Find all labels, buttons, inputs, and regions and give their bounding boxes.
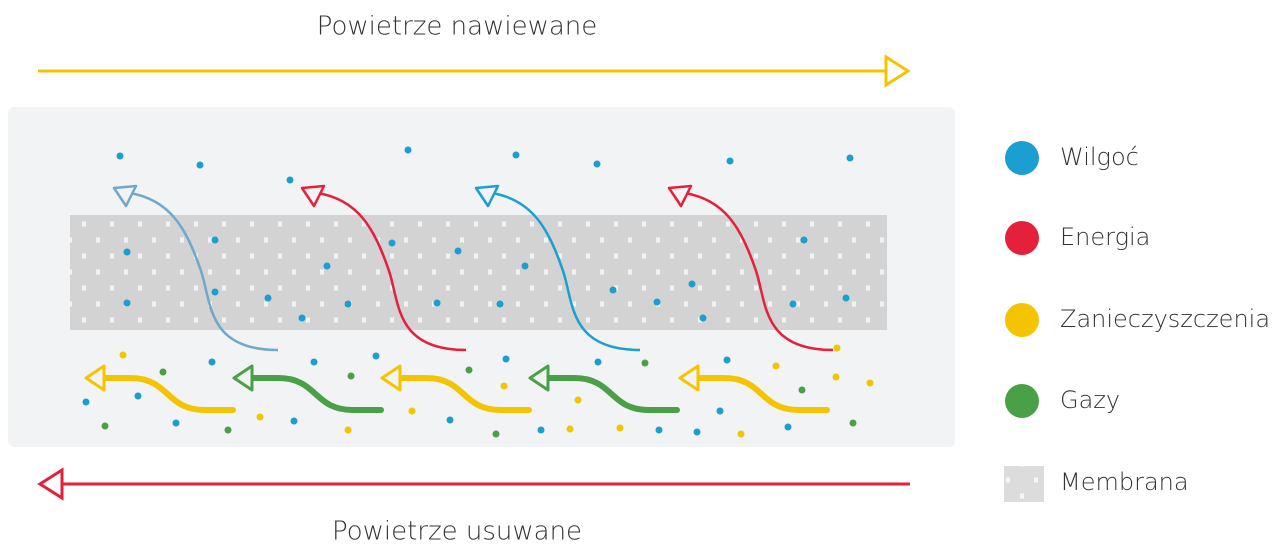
particle bbox=[867, 380, 874, 387]
particle bbox=[717, 408, 724, 415]
particle bbox=[324, 263, 331, 270]
particle bbox=[538, 427, 545, 434]
particle bbox=[689, 281, 696, 288]
particle bbox=[257, 414, 264, 421]
particle bbox=[642, 360, 649, 367]
particle bbox=[373, 353, 380, 360]
particle bbox=[265, 295, 272, 302]
particle bbox=[212, 237, 219, 244]
particle bbox=[773, 363, 780, 370]
particle bbox=[785, 424, 792, 431]
legend-swatch bbox=[1004, 466, 1044, 502]
particle bbox=[124, 249, 131, 256]
particle bbox=[345, 301, 352, 308]
particle bbox=[493, 431, 500, 438]
particle bbox=[738, 431, 745, 438]
particle bbox=[790, 301, 797, 308]
particle bbox=[102, 423, 109, 430]
particle bbox=[124, 300, 131, 307]
particle bbox=[850, 420, 857, 427]
particle bbox=[212, 289, 219, 296]
particle bbox=[522, 263, 529, 270]
diagram: Powietrze nawiewane Powietrze usuwane Wi… bbox=[0, 0, 1283, 546]
particle bbox=[225, 427, 232, 434]
particle bbox=[299, 315, 306, 322]
membrane bbox=[70, 215, 887, 330]
particle bbox=[834, 345, 841, 352]
particle bbox=[466, 367, 473, 374]
legend-label: Gazy bbox=[1060, 386, 1120, 414]
particle bbox=[389, 240, 396, 247]
particle bbox=[348, 373, 355, 380]
particle bbox=[595, 359, 602, 366]
legend-label: Zanieczyszczenia bbox=[1060, 305, 1270, 333]
particle bbox=[513, 152, 520, 159]
legend-swatch bbox=[1005, 303, 1039, 337]
particle bbox=[197, 162, 204, 169]
particle bbox=[345, 427, 352, 434]
legend-label: Wilgoć bbox=[1060, 143, 1139, 171]
particle bbox=[617, 425, 624, 432]
particle bbox=[594, 161, 601, 168]
particle bbox=[799, 387, 806, 394]
legend-swatch bbox=[1005, 221, 1039, 255]
particle bbox=[173, 420, 180, 427]
particle bbox=[503, 356, 510, 363]
exhaust-arrow bbox=[40, 470, 910, 498]
particle bbox=[434, 300, 441, 307]
particle bbox=[567, 426, 574, 433]
particle bbox=[843, 295, 850, 302]
particle bbox=[694, 429, 701, 436]
particle bbox=[575, 397, 582, 404]
legend-swatch bbox=[1005, 384, 1039, 418]
legend: Wilgoć Energia Zanieczyszczenia Gazy Mem… bbox=[1004, 141, 1270, 502]
particle bbox=[160, 369, 167, 376]
legend-label: Energia bbox=[1060, 223, 1150, 251]
particle bbox=[497, 301, 504, 308]
legend-swatch bbox=[1005, 141, 1039, 175]
particle bbox=[311, 359, 318, 366]
particle bbox=[833, 374, 840, 381]
particle bbox=[287, 177, 294, 184]
top-label: Powietrze nawiewane bbox=[317, 12, 598, 42]
particle bbox=[447, 417, 454, 424]
particle bbox=[117, 153, 124, 160]
particle bbox=[700, 315, 707, 322]
particle bbox=[501, 383, 508, 390]
particle bbox=[847, 155, 854, 162]
supply-arrow bbox=[38, 57, 908, 85]
legend-label: Membrana bbox=[1060, 468, 1189, 496]
particle bbox=[135, 393, 142, 400]
particle bbox=[724, 357, 731, 364]
bottom-label: Powietrze usuwane bbox=[332, 517, 582, 546]
particle bbox=[654, 299, 661, 306]
particle bbox=[727, 158, 734, 165]
particle bbox=[656, 427, 663, 434]
particle bbox=[291, 418, 298, 425]
particle bbox=[83, 399, 90, 406]
particle bbox=[455, 248, 462, 255]
particle bbox=[610, 287, 617, 294]
particle bbox=[209, 359, 216, 366]
particle bbox=[120, 352, 127, 359]
particle bbox=[409, 408, 416, 415]
particle bbox=[405, 147, 412, 154]
particle bbox=[801, 237, 808, 244]
